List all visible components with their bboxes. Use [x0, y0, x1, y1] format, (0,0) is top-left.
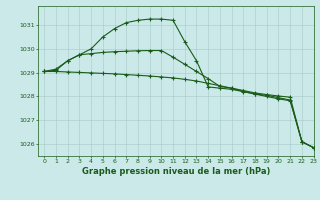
X-axis label: Graphe pression niveau de la mer (hPa): Graphe pression niveau de la mer (hPa) [82, 167, 270, 176]
